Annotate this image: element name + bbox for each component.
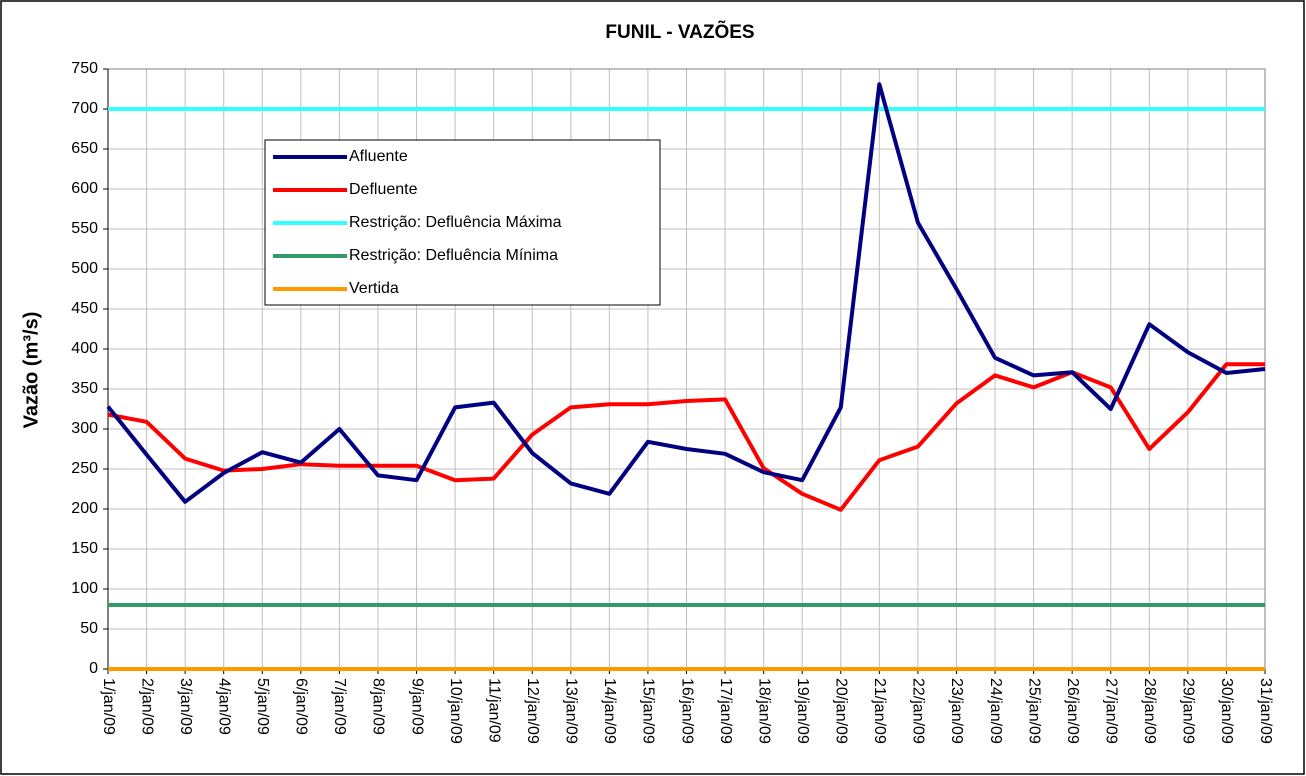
y-tick-label: 150 xyxy=(71,540,98,557)
y-tick-label: 0 xyxy=(89,660,98,677)
x-tick-label: 26/jan/09 xyxy=(1064,678,1081,744)
y-tick-label: 450 xyxy=(71,300,98,317)
x-tick-label: 2/jan/09 xyxy=(138,678,155,735)
x-tick-label: 10/jan/09 xyxy=(447,678,464,744)
y-tick-label: 350 xyxy=(71,380,98,397)
x-tick-label: 8/jan/09 xyxy=(370,678,387,735)
y-tick-label: 650 xyxy=(71,140,98,157)
chart-title: FUNIL - VAZÕES xyxy=(605,21,754,43)
x-tick-label: 29/jan/09 xyxy=(1180,678,1197,744)
x-tick-label: 5/jan/09 xyxy=(254,678,271,735)
legend-label: Vertida xyxy=(349,280,399,297)
x-tick-label: 1/jan/09 xyxy=(100,678,117,735)
x-tick-label: 16/jan/09 xyxy=(678,678,695,744)
x-tick-label: 18/jan/09 xyxy=(755,678,772,744)
y-tick-label: 200 xyxy=(71,500,98,517)
legend-label: Afluente xyxy=(349,148,408,165)
y-tick-label: 600 xyxy=(71,180,98,197)
y-tick-label: 50 xyxy=(80,620,98,637)
y-tick-label: 750 xyxy=(71,60,98,77)
x-tick-label: 3/jan/09 xyxy=(177,678,194,735)
y-tick-label: 400 xyxy=(71,340,98,357)
x-tick-label: 28/jan/09 xyxy=(1141,678,1158,744)
x-tick-label: 14/jan/09 xyxy=(601,678,618,744)
x-tick-label: 21/jan/09 xyxy=(871,678,888,744)
x-tick-label: 25/jan/09 xyxy=(1025,678,1042,744)
x-tick-label: 11/jan/09 xyxy=(485,678,502,743)
y-axis-label: Vazão (m³/s) xyxy=(20,312,42,429)
x-tick-label: 9/jan/09 xyxy=(408,678,425,735)
x-tick-label: 13/jan/09 xyxy=(563,678,580,744)
x-tick-label: 19/jan/09 xyxy=(794,678,811,744)
x-tick-label: 17/jan/09 xyxy=(717,678,734,744)
x-tick-label: 4/jan/09 xyxy=(215,678,232,735)
y-tick-label: 500 xyxy=(71,260,98,277)
y-tick-label: 100 xyxy=(71,580,98,597)
y-tick-label: 250 xyxy=(71,460,98,477)
x-tick-label: 22/jan/09 xyxy=(910,678,927,744)
x-tick-label: 24/jan/09 xyxy=(987,678,1004,744)
x-tick-label: 7/jan/09 xyxy=(331,678,348,735)
legend-label: Restrição: Defluência Mínima xyxy=(349,247,558,264)
x-tick-label: 15/jan/09 xyxy=(640,678,657,744)
legend-label: Defluente xyxy=(349,181,418,198)
series-line xyxy=(106,82,1266,504)
x-tick-label: 23/jan/09 xyxy=(948,678,965,744)
y-tick-label: 300 xyxy=(71,420,98,437)
x-tick-label: 27/jan/09 xyxy=(1102,678,1119,744)
y-tick-label: 700 xyxy=(71,100,98,117)
x-tick-label: 20/jan/09 xyxy=(833,678,850,744)
x-tick-label: 12/jan/09 xyxy=(524,678,541,744)
legend-label: Restrição: Defluência Máxima xyxy=(349,214,562,231)
x-tick-label: 31/jan/09 xyxy=(1257,678,1274,744)
x-tick-label: 6/jan/09 xyxy=(293,678,310,735)
y-tick-label: 550 xyxy=(71,220,98,237)
x-tick-label: 30/jan/09 xyxy=(1218,678,1235,744)
